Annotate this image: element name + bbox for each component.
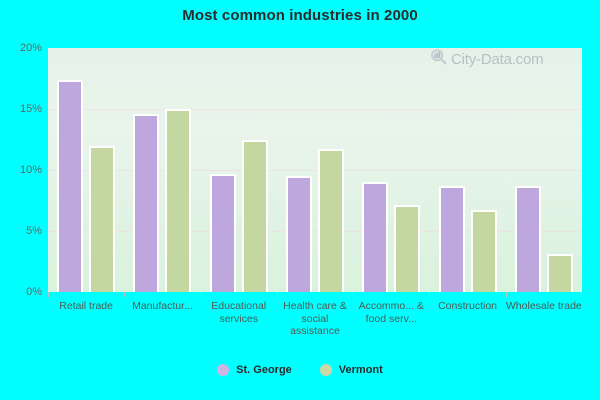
gridline [48, 170, 582, 171]
y-axis-tick-label: 20% [19, 42, 42, 54]
bar[interactable] [317, 149, 344, 292]
x-axis-label-text: Retail trade [59, 300, 113, 312]
x-axis-tick [48, 292, 49, 297]
bar-group [201, 48, 277, 292]
bar[interactable] [546, 254, 573, 292]
bar[interactable] [241, 139, 268, 292]
chart-title: Most common industries in 2000 [182, 7, 418, 24]
bar[interactable] [394, 205, 421, 292]
x-axis-tick [276, 292, 278, 297]
x-axis-tick-label: Accommo... & food serv... [353, 292, 429, 352]
legend-swatch [217, 364, 230, 376]
bar[interactable] [209, 173, 236, 292]
y-axis-tick-label: 10% [19, 164, 42, 176]
gridline [48, 109, 582, 110]
legend-item[interactable]: St. George [217, 364, 292, 376]
bar[interactable] [362, 182, 389, 292]
bar[interactable] [57, 79, 84, 292]
chart-legend: St. George Vermont [0, 364, 600, 376]
x-axis-label-text: Accommo... & food serv... [358, 300, 424, 325]
bar[interactable] [285, 176, 312, 292]
x-axis-tick [124, 292, 126, 297]
x-axis-tick [505, 292, 507, 297]
legend-label: Vermont [338, 364, 383, 376]
gridline [48, 231, 582, 232]
x-axis-tick [200, 292, 202, 297]
legend-swatch [319, 364, 332, 376]
y-axis-tick-label: 15% [19, 103, 42, 115]
bar[interactable] [165, 109, 192, 292]
bar-group [124, 48, 200, 292]
x-axis-tick-label: Educational services [200, 292, 277, 352]
x-axis-labels: Retail trade Manufactur... Educational ser… [48, 292, 582, 352]
x-axis-tick-label: Manufactur... [124, 292, 200, 352]
x-axis-label-text: Educational services [211, 300, 267, 325]
bar[interactable] [133, 113, 160, 292]
bar-group [353, 48, 429, 292]
x-axis-tick [580, 292, 582, 297]
bar-groups [48, 48, 582, 292]
bar[interactable] [470, 210, 497, 292]
x-axis-tick [429, 292, 431, 297]
x-axis-label-text: Construction [438, 300, 498, 312]
x-axis-tick [353, 292, 355, 297]
x-axis-tick-label: Construction [429, 292, 505, 352]
x-axis-label-text: Health care & social assistance [283, 300, 347, 337]
bar[interactable] [89, 145, 116, 292]
bar-group [429, 48, 505, 292]
legend-item[interactable]: Vermont [319, 364, 383, 376]
bar-group [48, 48, 124, 292]
bar[interactable] [438, 185, 465, 292]
x-axis-label-text: Manufactur... [132, 300, 193, 312]
legend-label: St. George [236, 364, 292, 376]
bar[interactable] [514, 185, 541, 292]
y-axis-labels: 20% 15% 10% 5% 0% [0, 42, 42, 298]
bar-group [277, 48, 353, 292]
x-axis-tick-label: Health care & social assistance [276, 292, 353, 352]
x-axis-tick-label: Retail trade [48, 292, 124, 352]
x-axis-tick-label: Wholesale trade [505, 292, 582, 352]
y-axis-tick-label: 5% [26, 225, 42, 237]
y-axis-tick-label: 0% [26, 286, 42, 298]
x-axis-label-text: Wholesale trade [505, 300, 582, 312]
bar-group [506, 48, 582, 292]
